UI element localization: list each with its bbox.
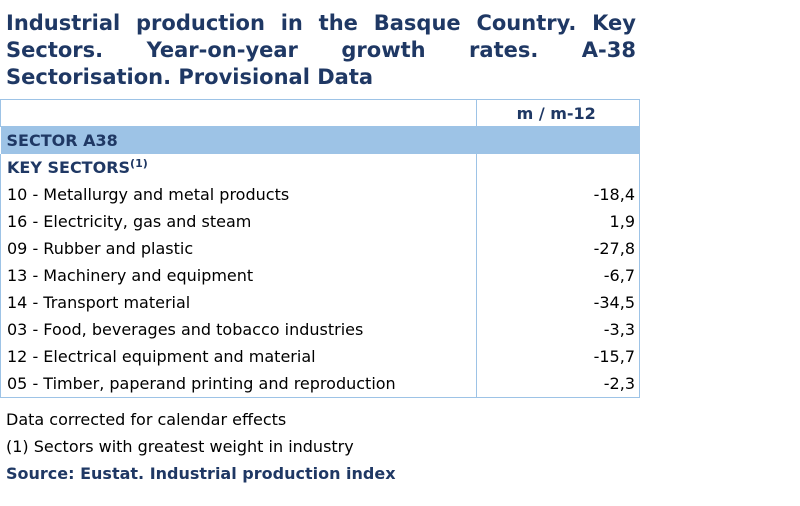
row-label: 10 - Metallurgy and metal products <box>0 181 478 208</box>
key-sectors-label: KEY SECTORS <box>7 158 131 177</box>
table-row: 10 - Metallurgy and metal products -18,4 <box>0 181 640 208</box>
row-value: 1,9 <box>476 208 640 235</box>
key-sectors-value-cell <box>476 154 640 181</box>
row-value: -27,8 <box>476 235 640 262</box>
row-value: -3,3 <box>476 316 640 343</box>
key-sectors-row: KEY SECTORS(1) <box>0 154 640 181</box>
source-note: Source: Eustat. Industrial production in… <box>6 464 396 483</box>
sector-value-cell <box>476 126 640 154</box>
row-label: 03 - Food, beverages and tobacco industr… <box>0 316 478 343</box>
table-row: 14 - Transport material -34,5 <box>0 289 640 316</box>
row-value: -6,7 <box>476 262 640 289</box>
row-label: 05 - Timber, paperand printing and repro… <box>0 370 478 398</box>
row-value: -2,3 <box>476 370 640 398</box>
header-empty-cell <box>0 99 478 127</box>
table-row: 05 - Timber, paperand printing and repro… <box>0 370 640 398</box>
row-label: 14 - Transport material <box>0 289 478 316</box>
notes: Data corrected for calendar effects (1) … <box>6 406 396 487</box>
sector-label: SECTOR A38 <box>0 126 478 154</box>
sector-row: SECTOR A38 <box>0 126 640 154</box>
table-header-row: m / m-12 <box>0 99 640 127</box>
row-label: 13 - Machinery and equipment <box>0 262 478 289</box>
table-row: 09 - Rubber and plastic -27,8 <box>0 235 640 262</box>
row-label: 16 - Electricity, gas and steam <box>0 208 478 235</box>
row-value: -18,4 <box>476 181 640 208</box>
table-row: 12 - Electrical equipment and material -… <box>0 343 640 370</box>
page-title: Industrial production in the Basque Coun… <box>6 11 636 89</box>
table-row: 13 - Machinery and equipment -6,7 <box>0 262 640 289</box>
row-value: -34,5 <box>476 289 640 316</box>
calendar-note: Data corrected for calendar effects <box>6 410 287 429</box>
key-sectors-footnote-ref: (1) <box>130 157 148 170</box>
row-label: 12 - Electrical equipment and material <box>0 343 478 370</box>
footnote: (1) Sectors with greatest weight in indu… <box>6 437 354 456</box>
table-row: 16 - Electricity, gas and steam 1,9 <box>0 208 640 235</box>
column-header: m / m-12 <box>476 99 640 127</box>
growth-rates-table: m / m-12 SECTOR A38 KEY SECTORS(1) 10 - … <box>0 99 640 398</box>
row-value: -15,7 <box>476 343 640 370</box>
key-sectors-cell: KEY SECTORS(1) <box>0 154 478 181</box>
table-row: 03 - Food, beverages and tobacco industr… <box>0 316 640 343</box>
row-label: 09 - Rubber and plastic <box>0 235 478 262</box>
